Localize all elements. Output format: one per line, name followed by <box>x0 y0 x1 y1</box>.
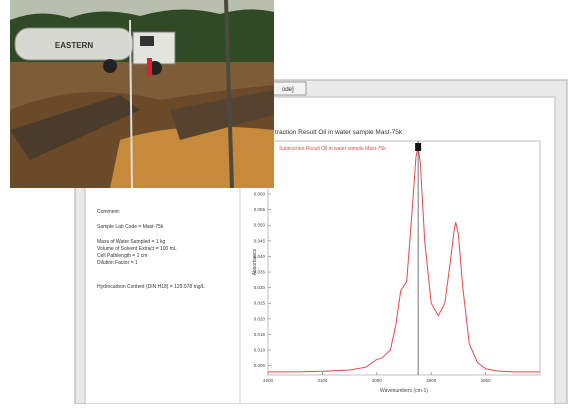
x-tick-label: 2900 <box>426 378 437 383</box>
comment-line: Cell Pathlength = 1 cm <box>97 253 147 259</box>
chart-title: traction Result Oil in water sample Mast… <box>275 129 403 136</box>
x-tick-label: 3000 <box>372 378 383 383</box>
x-tick-label: 3200 <box>263 378 274 383</box>
y-tick-label: 0.030 <box>254 285 266 290</box>
screenshot: ode] Comment: Sample Lab Code = Mast-75k M… <box>0 0 582 404</box>
y-tick-label: 0.035 <box>254 270 266 275</box>
y-tick-label: 0.055 <box>254 207 266 212</box>
comment-line: Hydrocarbon Content (DIN H18) = 129.978 … <box>97 284 205 290</box>
worker <box>147 58 152 76</box>
legend-entry: Subtraction Result Oil in water sample M… <box>279 146 386 152</box>
comment-line: Comment: <box>97 209 120 215</box>
truck-window <box>140 36 154 46</box>
y-tick-label: 0.060 <box>254 192 266 197</box>
y-tick-label: 0.045 <box>254 238 266 243</box>
comment-line: Dilution Factor = 1 <box>97 260 138 266</box>
x-tick-label: 3100 <box>317 378 328 383</box>
y-tick-label: 0.020 <box>254 316 266 321</box>
x-tick-label: 2800 <box>481 378 492 383</box>
photo: EASTERN <box>10 0 274 188</box>
tank-text: EASTERN <box>55 41 93 50</box>
cursor-handle <box>415 143 421 151</box>
x-axis-label: Wavenumbers (cm-1) <box>380 388 428 394</box>
comment-line: Mass of Water Sampled = 1 kg <box>97 239 166 245</box>
y-tick-label: 0.050 <box>254 223 266 228</box>
y-tick-label: 0.015 <box>254 332 266 337</box>
comment-line: Volume of Solvent Extract = 100 mL <box>97 246 177 252</box>
wheel <box>103 59 117 73</box>
y-tick-label: 0.025 <box>254 301 266 306</box>
y-tick-label: 0.005 <box>254 363 266 368</box>
tab-label[interactable]: ode] <box>282 87 294 93</box>
y-tick-label: 0.040 <box>254 254 266 259</box>
y-tick-label: 0.010 <box>254 348 266 353</box>
comment-line: Sample Lab Code = Mast-75k <box>97 224 164 230</box>
